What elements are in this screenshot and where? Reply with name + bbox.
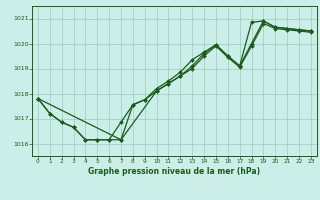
- X-axis label: Graphe pression niveau de la mer (hPa): Graphe pression niveau de la mer (hPa): [88, 167, 260, 176]
